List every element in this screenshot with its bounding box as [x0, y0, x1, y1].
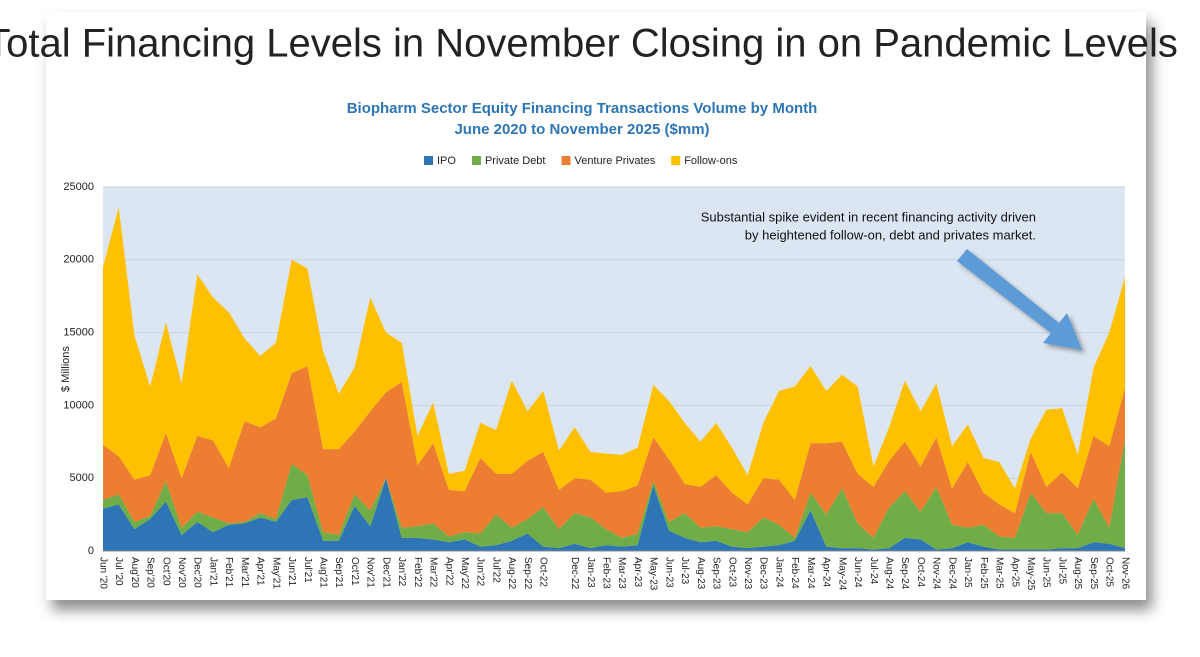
area: [103, 366, 1125, 538]
x-tick-label: Sep'21: [333, 557, 344, 588]
area: [103, 478, 1125, 551]
chart-subtitle: June 2020 to November 2025 ($mm): [454, 121, 709, 138]
area: [103, 438, 1125, 550]
x-tick-label: Jun-24: [852, 557, 863, 588]
x-tick-label: Dec'20: [192, 557, 203, 588]
plot: [103, 186, 1125, 552]
x-tick-label: Jun'22: [475, 557, 486, 587]
x-tick-label: Nov-26: [1119, 557, 1130, 590]
x-tick-label: Oct-23: [726, 557, 737, 587]
x-tick-label: Dec-22: [569, 557, 580, 590]
x-tick-label: Feb'21: [223, 557, 234, 588]
x-tick-label: Sep'20: [145, 557, 156, 588]
x-tick-label: Oct'21: [349, 557, 360, 586]
x-tick-label: Aug-22: [506, 557, 517, 590]
legend-swatch: [671, 156, 681, 165]
x-tick-label: Feb-25: [978, 557, 989, 589]
x-tick-label: Aug'20: [129, 557, 140, 588]
x-tick-label: Feb-24: [789, 557, 800, 589]
x-tick-label: Oct-22: [538, 557, 549, 587]
legend-label: IPO: [437, 155, 456, 167]
x-tick-label: Jul-24: [868, 557, 879, 585]
x-tick-label: Jun '20: [97, 557, 108, 589]
x-tick-label: Aug-24: [884, 557, 895, 590]
x-tick-label: Mar'21: [239, 557, 250, 588]
y-tick-label: 5000: [70, 472, 94, 484]
x-tick-label: May-25: [1025, 557, 1036, 591]
x-tick-label: Jun'21: [286, 557, 297, 587]
x-tick-label: Nov'20: [176, 557, 187, 588]
x-tick-label: Dec-24: [946, 557, 957, 590]
page-title: Total Financing Levels in November Closi…: [0, 22, 1178, 66]
x-tick-label: Oct-25: [1104, 557, 1115, 587]
x-tick-label: Jul'22: [490, 557, 501, 583]
legend-label: Follow-ons: [684, 155, 738, 167]
x-tick-label: Sep-24: [899, 557, 910, 590]
x-tick-label: May'22: [459, 557, 470, 589]
x-tick-label: Feb'22: [412, 557, 423, 588]
legend-swatch: [561, 156, 571, 165]
y-tick-label: 10000: [63, 399, 94, 411]
x-tick-label: Mar-25: [994, 557, 1005, 589]
annotation: Substantial spike evident in recent fina…: [701, 209, 1036, 224]
x-tick-label: Jul-25: [1056, 557, 1067, 585]
x-tick-label: Sep-23: [711, 557, 722, 590]
x-tick-label: Apr-23: [632, 557, 643, 587]
x-tick-label: Nov'21: [365, 557, 376, 588]
legend-label: Private Debt: [485, 155, 546, 167]
x-tick-label: Dec'21: [380, 557, 391, 588]
legend-swatch: [471, 156, 481, 165]
x-tick-label: Nov-23: [742, 557, 753, 590]
x-tick-label: Mar'22: [428, 557, 439, 588]
x-tick-label: Jun-23: [663, 557, 674, 588]
x-tick-label: Jul'21: [302, 557, 313, 583]
y-tick-label: 0: [88, 545, 94, 557]
arrow: [957, 249, 1082, 350]
x-tick-label: Jul '20: [113, 557, 124, 586]
annotation: by heightened follow-on, debt and privat…: [745, 227, 1036, 242]
x-tick-label: May'21: [270, 557, 281, 589]
legend-label: Venture Privates: [574, 155, 655, 167]
x-tick-label: Jan'21: [207, 557, 218, 587]
x-tick-label: Feb-23: [600, 557, 611, 589]
x-tick-label: Apr-25: [1009, 557, 1020, 587]
x-tick-label: May-24: [836, 557, 847, 591]
x-tick-label: Dec-23: [758, 557, 769, 590]
x-tick-label: Mar-24: [805, 557, 816, 589]
x-tick-label: Sep-22: [522, 557, 533, 590]
y-tick-label: 20000: [63, 254, 94, 266]
legend-swatch: [424, 156, 433, 165]
x-tick-label: Aug-23: [695, 557, 706, 590]
y-tick-label: 15000: [63, 327, 94, 339]
x-tick-label: Apr'22: [443, 557, 454, 586]
x-tick-label: Nov-24: [931, 557, 942, 590]
x-tick-label: Apr-24: [821, 557, 832, 587]
x-tick-label: Apr'21: [255, 557, 266, 586]
x-tick-label: May-23: [648, 557, 659, 591]
x-tick-label: Oct'20: [160, 557, 171, 586]
x-tick-label: Jan'22: [396, 557, 407, 587]
x-tick-label: Sep-25: [1088, 557, 1099, 590]
chart-subtitle: Biopharm Sector Equity Financing Transac…: [347, 100, 818, 117]
area: [103, 207, 1125, 514]
y-axis-label: $ Millions: [60, 346, 72, 392]
x-tick-label: Oct-24: [915, 557, 926, 587]
x-tick-label: Aug-25: [1072, 557, 1083, 590]
x-tick-label: Jun-25: [1041, 557, 1052, 588]
x-tick-label: Mar-23: [616, 557, 627, 589]
x-tick-label: Jan-23: [585, 557, 596, 588]
x-tick-label: Aug'21: [317, 557, 328, 588]
x-tick-label: Jan-25: [962, 557, 973, 588]
y-tick-label: 25000: [63, 181, 94, 193]
x-tick-label: Jan-24: [773, 557, 784, 588]
x-tick-label: Jul-23: [679, 557, 690, 585]
